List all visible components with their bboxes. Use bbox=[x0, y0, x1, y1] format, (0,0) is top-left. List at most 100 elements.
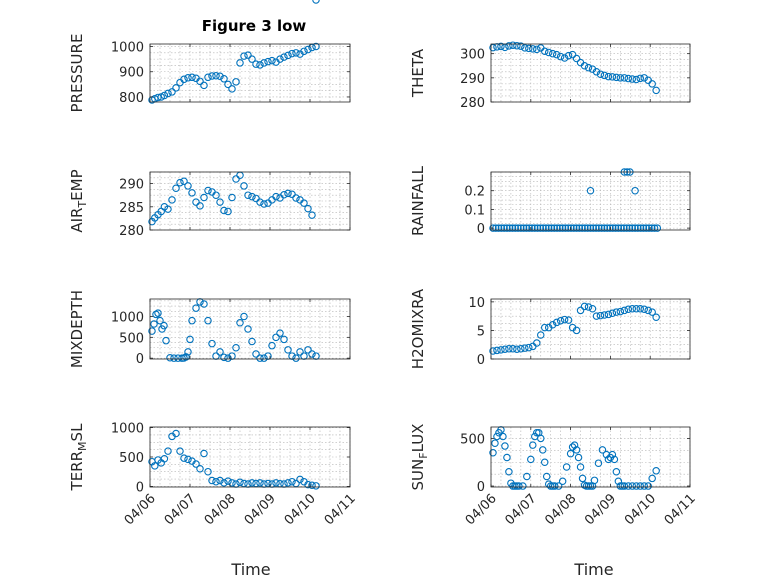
data-point bbox=[162, 336, 170, 345]
data-point bbox=[172, 84, 180, 92]
data-point bbox=[308, 211, 316, 219]
data-point bbox=[574, 453, 583, 462]
data-point bbox=[648, 474, 656, 483]
data-point bbox=[590, 476, 599, 485]
data-point bbox=[596, 311, 605, 320]
data-point bbox=[529, 441, 537, 449]
data-point bbox=[578, 224, 586, 232]
data-point bbox=[148, 327, 156, 335]
data-point bbox=[625, 224, 634, 232]
data-point bbox=[220, 479, 228, 487]
data-point bbox=[154, 309, 162, 317]
data-point bbox=[542, 472, 551, 481]
data-point bbox=[180, 177, 188, 186]
y-tick-label: 0 bbox=[136, 352, 144, 367]
data-point bbox=[536, 224, 545, 232]
data-point bbox=[248, 192, 256, 201]
data-point bbox=[612, 308, 621, 316]
h2omixra-y-label: H2OMIXRA bbox=[409, 288, 427, 369]
data-point bbox=[552, 50, 561, 59]
data-point bbox=[514, 224, 522, 232]
data-point bbox=[292, 194, 300, 202]
data-point bbox=[584, 303, 593, 311]
data-point bbox=[576, 306, 585, 315]
mixdepth-y-label: MIXDEPTH bbox=[68, 290, 86, 368]
data-point bbox=[586, 482, 595, 490]
data-point bbox=[653, 224, 662, 232]
data-point bbox=[640, 305, 648, 314]
data-point bbox=[154, 93, 162, 102]
data-point bbox=[256, 479, 264, 487]
data-point bbox=[188, 73, 196, 82]
data-point bbox=[652, 313, 660, 322]
data-point bbox=[628, 304, 637, 313]
data-point bbox=[568, 50, 577, 59]
data-point bbox=[624, 74, 633, 83]
data-point bbox=[208, 476, 216, 485]
data-point bbox=[204, 467, 212, 476]
data-point bbox=[500, 224, 508, 232]
y-tick-label: 0.1 bbox=[464, 203, 485, 218]
data-point bbox=[519, 224, 528, 232]
data-point bbox=[248, 479, 256, 487]
rainfall-series bbox=[489, 168, 662, 232]
data-point bbox=[606, 224, 614, 232]
data-point bbox=[513, 345, 521, 354]
data-point bbox=[517, 224, 525, 232]
y-tick-label: 290 bbox=[119, 178, 144, 193]
data-point bbox=[232, 343, 240, 352]
data-point bbox=[292, 354, 300, 362]
y-tick-label: 1000 bbox=[111, 311, 144, 326]
data-point bbox=[536, 331, 545, 339]
data-point bbox=[272, 333, 280, 342]
data-point bbox=[539, 224, 547, 232]
sun_flux-series bbox=[489, 426, 660, 490]
data-point bbox=[296, 348, 304, 356]
data-point bbox=[182, 353, 190, 361]
data-point bbox=[304, 346, 312, 354]
data-point bbox=[611, 224, 620, 232]
y-tick-label: 0 bbox=[477, 353, 485, 368]
data-point bbox=[594, 459, 603, 467]
data-point bbox=[529, 45, 537, 53]
data-point bbox=[244, 191, 252, 199]
data-point bbox=[584, 63, 593, 72]
x-tick-label: 04/11 bbox=[662, 491, 699, 528]
data-point bbox=[304, 480, 312, 489]
data-point bbox=[184, 182, 192, 190]
terr_msl-y-label: TERRMSL bbox=[68, 423, 89, 492]
data-point bbox=[172, 184, 180, 192]
y-tick-label: 285 bbox=[119, 201, 144, 216]
data-point bbox=[572, 54, 581, 63]
x-axis-label-right: Time bbox=[573, 560, 613, 579]
data-point bbox=[558, 477, 567, 486]
data-point bbox=[538, 446, 547, 454]
rainfall-grid bbox=[490, 171, 691, 230]
data-point bbox=[586, 186, 595, 195]
terr_msl-series bbox=[148, 429, 320, 490]
data-point bbox=[228, 479, 236, 487]
data-point bbox=[652, 86, 660, 95]
data-point bbox=[584, 482, 593, 490]
data-point bbox=[650, 224, 659, 232]
terr_msl-plot-area bbox=[150, 427, 350, 487]
data-point bbox=[592, 312, 601, 320]
data-point bbox=[204, 73, 212, 82]
data-point bbox=[533, 339, 541, 347]
data-point bbox=[244, 325, 252, 333]
data-point bbox=[509, 41, 517, 49]
data-point bbox=[228, 193, 236, 202]
data-point bbox=[156, 316, 164, 325]
data-point bbox=[489, 43, 497, 52]
y-tick-label: 290 bbox=[460, 72, 485, 87]
data-point bbox=[220, 353, 228, 362]
data-point bbox=[564, 316, 573, 324]
data-point bbox=[608, 450, 617, 459]
data-point bbox=[272, 192, 280, 201]
data-point bbox=[636, 304, 644, 313]
y-tick-label: 0 bbox=[136, 480, 144, 495]
panel-theta: 280 290 300 THETA bbox=[409, 41, 691, 111]
data-point bbox=[196, 202, 204, 210]
data-point bbox=[276, 55, 284, 63]
data-point bbox=[300, 199, 308, 207]
